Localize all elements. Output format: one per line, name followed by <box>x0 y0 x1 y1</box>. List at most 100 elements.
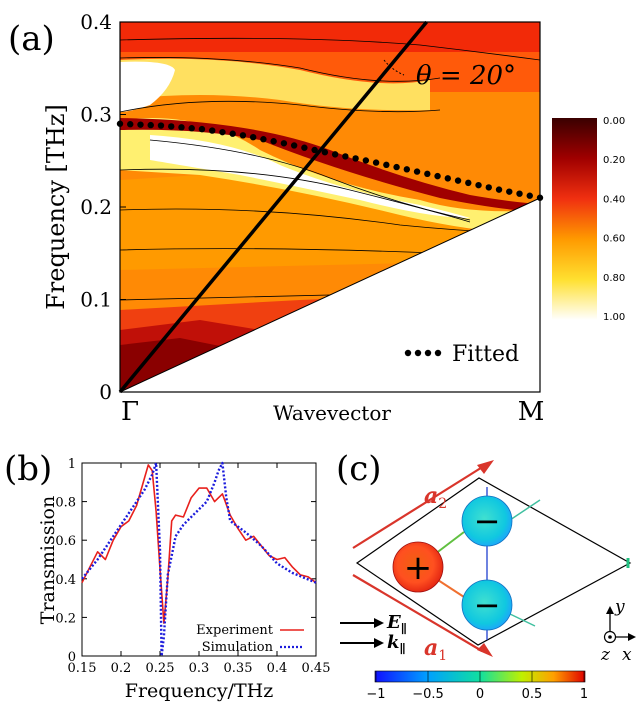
y-tick-label-a: 0.3 <box>80 103 112 127</box>
fitted-dot <box>290 142 298 149</box>
legend-experiment-label: Experiment <box>196 623 274 638</box>
fitted-dot <box>516 190 523 197</box>
y-tick-label-a: 0 <box>99 380 112 404</box>
coordinate-axes: y z x <box>600 597 636 665</box>
colorbar-c-tick-label: 0.5 <box>522 687 543 702</box>
colorbar-a-tick-label: 0.40 <box>603 194 625 205</box>
y-tick-label-a: 0.2 <box>80 195 112 219</box>
k-arrow-head <box>374 638 384 648</box>
y-tick-label-b: 0.6 <box>55 534 76 549</box>
axis-z-label: z <box>600 645 611 665</box>
lines-b <box>81 461 317 658</box>
fitted-dot <box>116 120 124 127</box>
fitted-dot <box>444 175 452 182</box>
ylabel-b: Transmission <box>37 496 59 624</box>
fitted-dot <box>321 149 329 156</box>
x-tick-label-b: 0.4 <box>267 661 288 676</box>
sphere-plus: + <box>392 541 444 593</box>
colorbar-a-tick-label: 0.00 <box>603 116 625 127</box>
sphere-minus-upper: − <box>461 495 513 547</box>
fitted-dot <box>198 125 206 133</box>
x-tick-label-b: 0.45 <box>302 661 331 676</box>
lattice-arrows: a2 a1 <box>352 460 494 664</box>
x-tick-label-b: 0.3 <box>189 661 210 676</box>
legend-simulation-label: Simulation <box>202 640 274 655</box>
a2-label: a2 <box>424 483 447 512</box>
bond-lower-right <box>509 613 536 627</box>
colorbar-a-tick-label: 0.60 <box>603 234 625 245</box>
panel-a-label: (a) <box>8 19 55 59</box>
a1-arrow-head <box>477 643 493 657</box>
a1-label: a1 <box>424 635 447 664</box>
minus-sign-lower: − <box>474 586 501 624</box>
colorbar-a-tick-label: 0.20 <box>603 155 625 166</box>
a1-arrow <box>352 574 483 652</box>
xlabel-b: Frequency/THz <box>125 680 273 702</box>
fitted-dot <box>383 161 390 169</box>
fitted-dot <box>465 179 472 187</box>
axis-x-label: x <box>622 645 632 665</box>
legend-fitted-label: Fitted <box>452 342 519 367</box>
plus-sign: + <box>404 548 433 588</box>
k-label: k∥ <box>387 632 406 656</box>
a2-arrow <box>352 465 485 549</box>
colorbar-c-tick-label: −1 <box>366 687 385 702</box>
x-tick-label-b: 0.35 <box>224 661 253 676</box>
angle-arc <box>383 59 405 76</box>
bond-upper-right <box>509 499 541 521</box>
colorbar-c: −1 −0.5 0 0.5 1 <box>366 670 588 702</box>
fitted-dot <box>219 128 226 136</box>
fitted-dots <box>116 120 544 201</box>
colorbar-c-tick-label: 1 <box>580 687 588 702</box>
fitted-dot <box>424 170 431 178</box>
fitted-dot <box>403 166 411 173</box>
fitted-dot <box>157 122 165 129</box>
fitted-dot <box>260 136 267 143</box>
fitted-dot <box>270 138 277 145</box>
fitted-dot <box>475 181 482 189</box>
axes-b: 0.15 0.2 0.25 0.3 0.35 0.4 0.45 0 0.2 0.4 0.6 0.8 1 <box>55 457 330 676</box>
fitted-dot <box>372 159 380 166</box>
light-line <box>118 20 428 394</box>
unit-cell <box>355 477 632 646</box>
colorbar-a-tick-label: 1.00 <box>603 312 625 323</box>
fitted-dot <box>342 153 349 160</box>
fitted-dot <box>249 133 257 141</box>
a2-arrow-head <box>477 460 494 474</box>
y-tick-label-b: 0.4 <box>55 573 76 588</box>
fitted-dot <box>454 177 462 184</box>
fitted-dot <box>301 144 308 151</box>
minus-sign-upper: − <box>474 502 501 540</box>
fitted-dot <box>506 188 513 195</box>
fitted-dot <box>311 146 318 154</box>
fitted-dot <box>127 121 134 128</box>
fitted-dot <box>178 124 185 131</box>
colorbar-c-tick-label: −0.5 <box>412 687 444 702</box>
angle-annotation: θ = 20° <box>416 61 516 91</box>
colorbar-a-tick-label: 0.80 <box>603 273 625 284</box>
light-line-path <box>118 20 428 394</box>
xlabel-a: Wavevector <box>273 401 391 425</box>
fitted-dot <box>393 163 400 171</box>
x-tick-label-b: 0.25 <box>146 661 175 676</box>
fitted-dot <box>485 184 492 191</box>
x-tick-label-b: 0.2 <box>111 661 132 676</box>
panel-b: (b) 0.15 0.2 0.25 0.3 0.35 0.4 0.4500.20.40.60… <box>4 449 330 702</box>
x-end-label: M <box>518 397 545 427</box>
panel-a: (a) 0 0.1 0.2 0.3 0.4 <box>8 10 625 427</box>
fitted-dot <box>168 123 175 130</box>
y-ticks-a: 0 0.1 0.2 0.3 0.4 <box>80 10 126 404</box>
fitted-dot <box>413 168 421 175</box>
colorbar-a: 0.00 0.20 0.40 0.60 0.80 1.00 <box>552 116 625 323</box>
fitted-dot <box>137 121 144 128</box>
y-tick-label-b: 0.2 <box>55 611 76 626</box>
fitted-dot <box>229 130 236 137</box>
fitted-dot <box>331 151 339 158</box>
y-tick-label-b: 0 <box>68 650 76 665</box>
y-tick-label-a: 0.1 <box>80 288 112 312</box>
fitted-dot <box>208 127 216 134</box>
experiment-line <box>81 464 317 624</box>
fitted-dot <box>239 132 247 139</box>
y-tick-label-b: 0.8 <box>55 496 76 511</box>
